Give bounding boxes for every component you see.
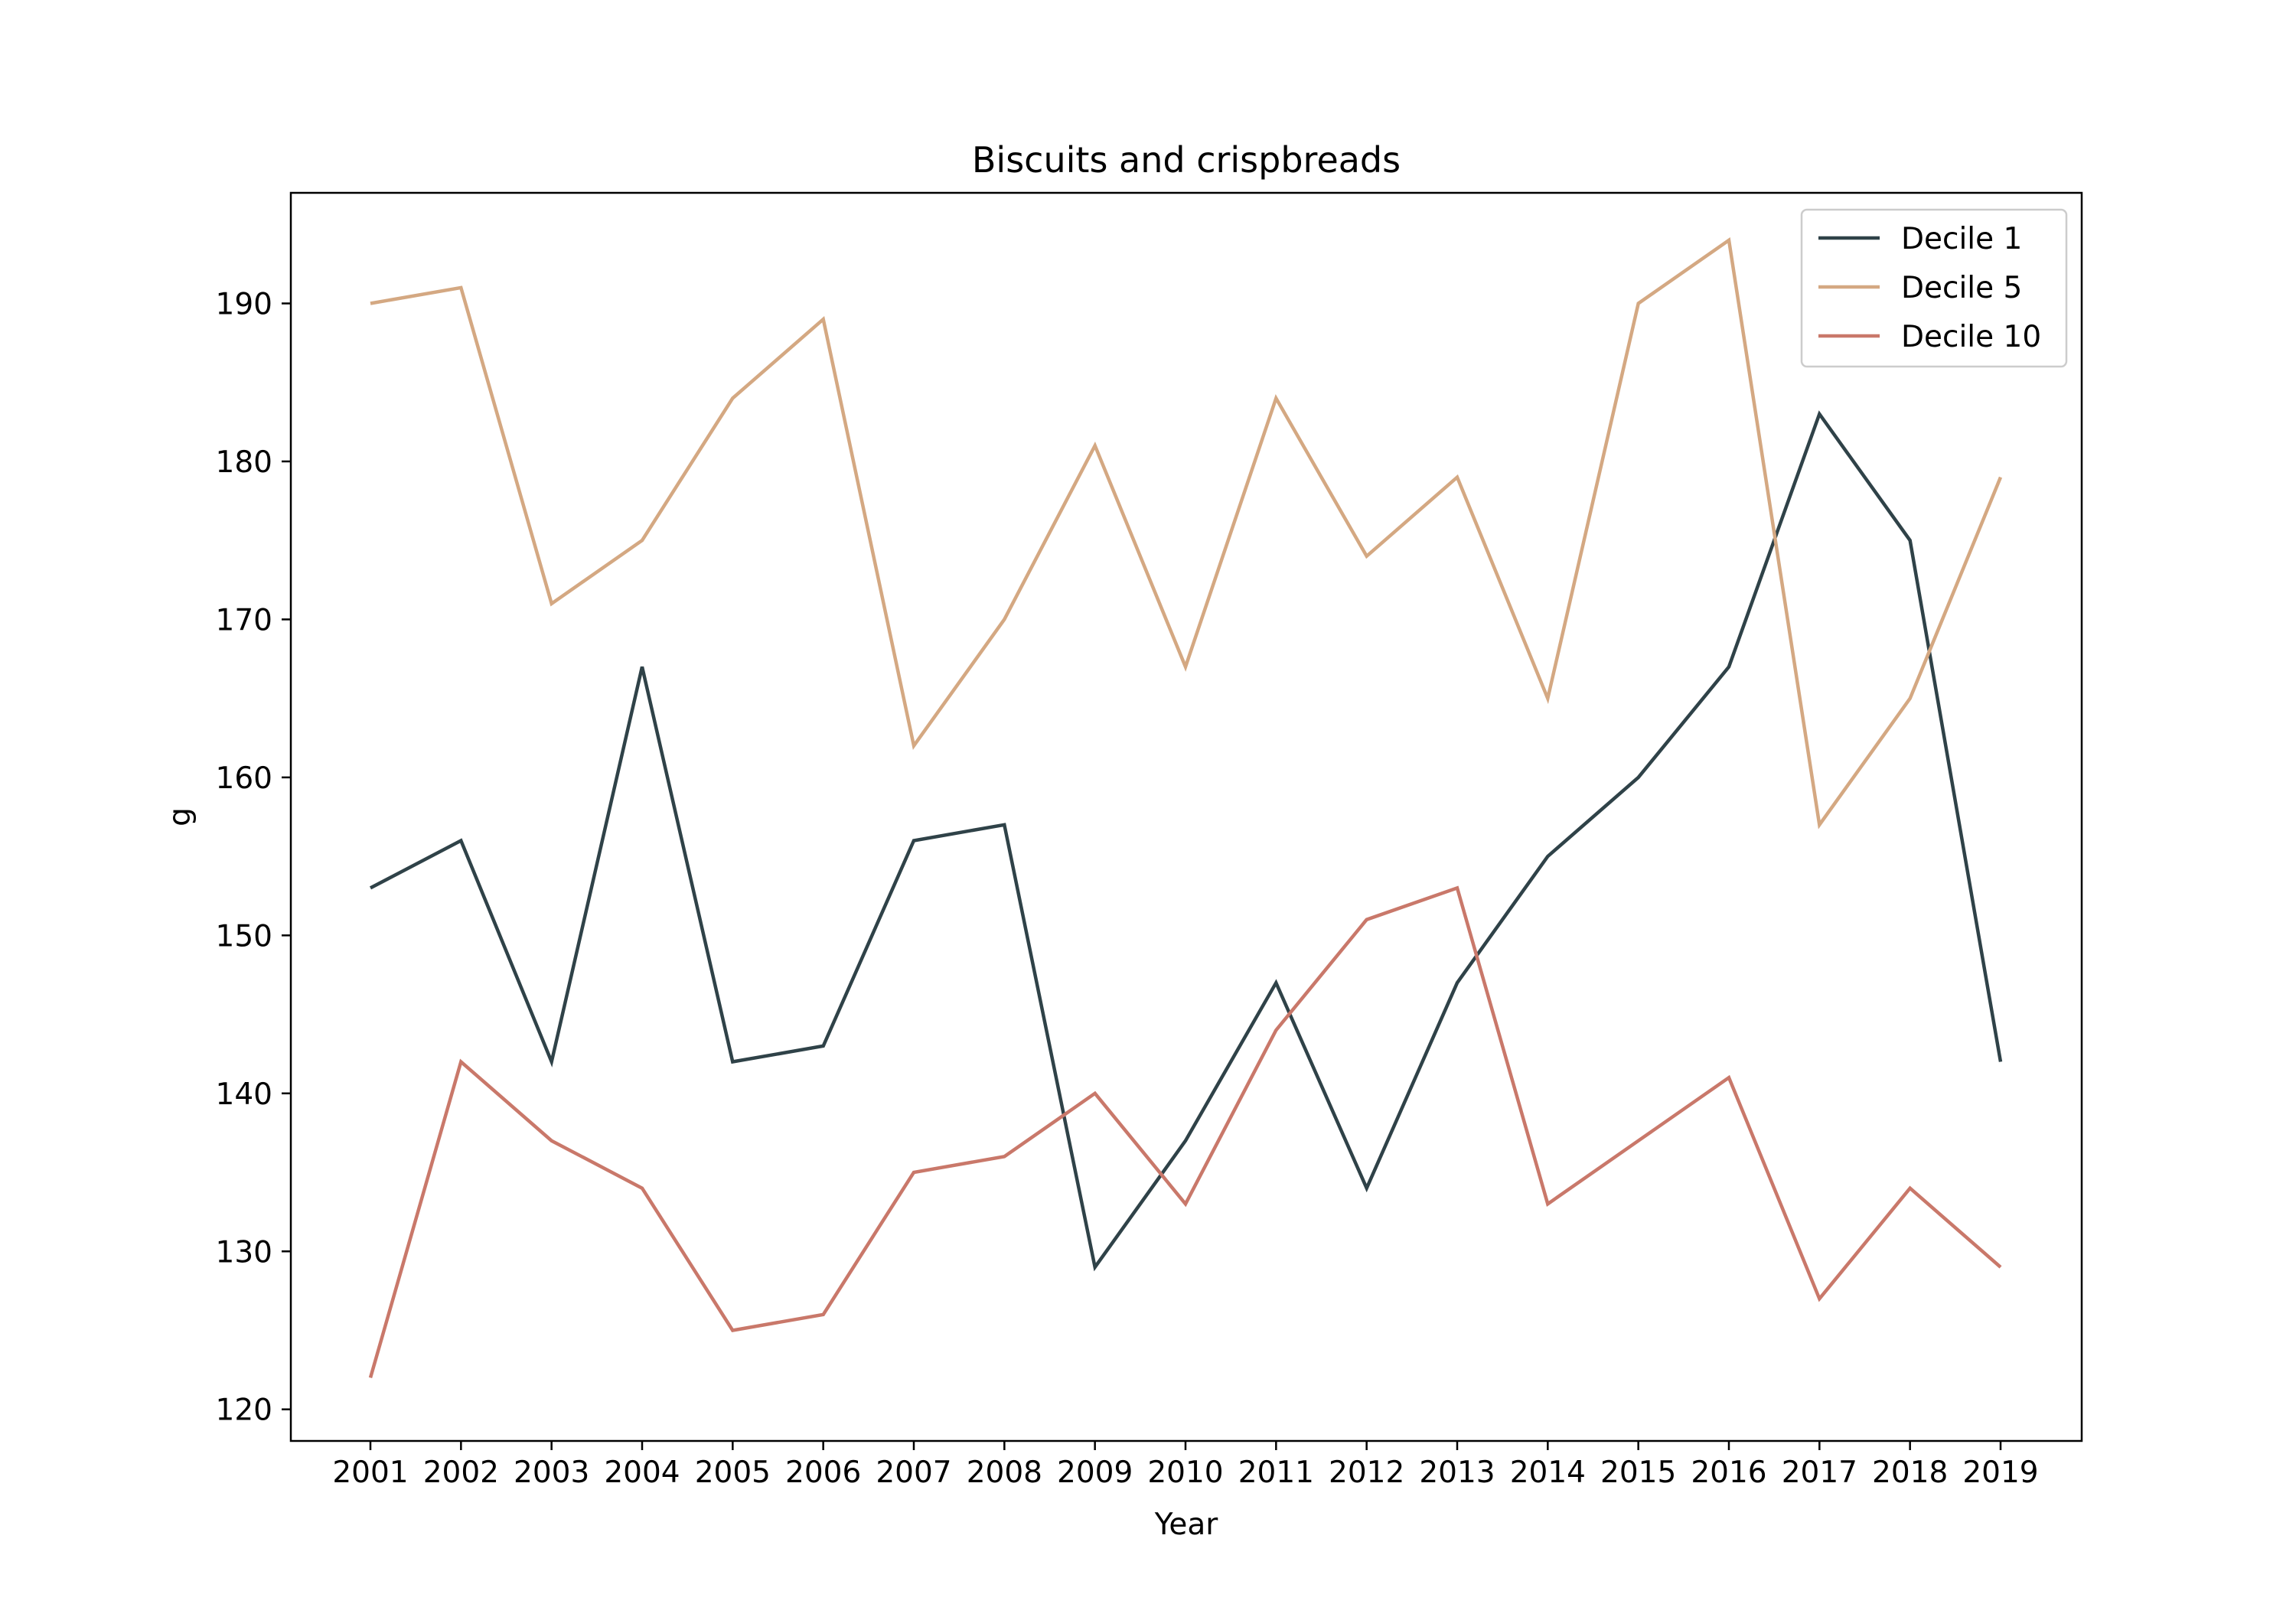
legend-label: Decile 5 [1901,271,2022,305]
legend-label: Decile 10 [1901,320,2041,354]
x-tick-label: 2016 [1691,1455,1766,1490]
y-tick-label: 120 [216,1393,272,1428]
y-tick-label: 170 [216,603,272,637]
y-tick-label: 130 [216,1235,272,1270]
x-tick-label: 2011 [1238,1455,1314,1490]
y-axis-label: g [163,807,197,826]
x-tick-label: 2009 [1057,1455,1133,1490]
x-tick-label: 2005 [695,1455,771,1490]
legend: Decile 1 Decile 5 Decile 10 [1800,208,2068,368]
x-tick-label: 2007 [876,1455,951,1490]
x-tick-label: 2010 [1147,1455,1223,1490]
legend-box [1800,208,2068,368]
x-tick-label: 2012 [1329,1455,1404,1490]
x-tick-label: 2018 [1872,1455,1948,1490]
y-tick-label: 190 [216,288,272,322]
series-line-3 [368,885,2002,1379]
plot-lines [368,236,2003,1379]
y-tick-label: 150 [216,919,272,953]
chart-title: Biscuits and crispbreads [972,139,1401,181]
series-line-1 [369,410,2003,1272]
y-tick-label: 160 [216,761,272,796]
x-tick-label: 2001 [332,1455,408,1490]
y-tick-label: 180 [216,445,272,480]
x-tick-label: 2002 [423,1455,499,1490]
y-tick-label: 140 [216,1077,272,1112]
x-axis-ticks: 2001 2002 2003 2004 2005 2006 2007 2008 2009 2010… [332,1441,2039,1490]
x-tick-label: 2008 [967,1455,1042,1490]
series-line-2 [370,236,2003,830]
plot-frame [289,191,2083,1442]
x-tick-label: 2004 [604,1455,680,1490]
legend-label: Decile 1 [1901,222,2022,256]
x-tick-label: 2006 [785,1455,861,1490]
x-tick-label: 2013 [1419,1455,1495,1490]
x-tick-label: 2017 [1782,1455,1857,1490]
x-axis-label: Year [1154,1508,1219,1542]
x-tick-label: 2014 [1510,1455,1586,1490]
x-tick-label: 2015 [1600,1455,1676,1490]
x-tick-label: 2019 [1962,1455,2038,1490]
y-axis-ticks: 120 130 140 150 160 170 180 190 [216,288,291,1428]
x-tick-label: 2003 [514,1455,589,1490]
